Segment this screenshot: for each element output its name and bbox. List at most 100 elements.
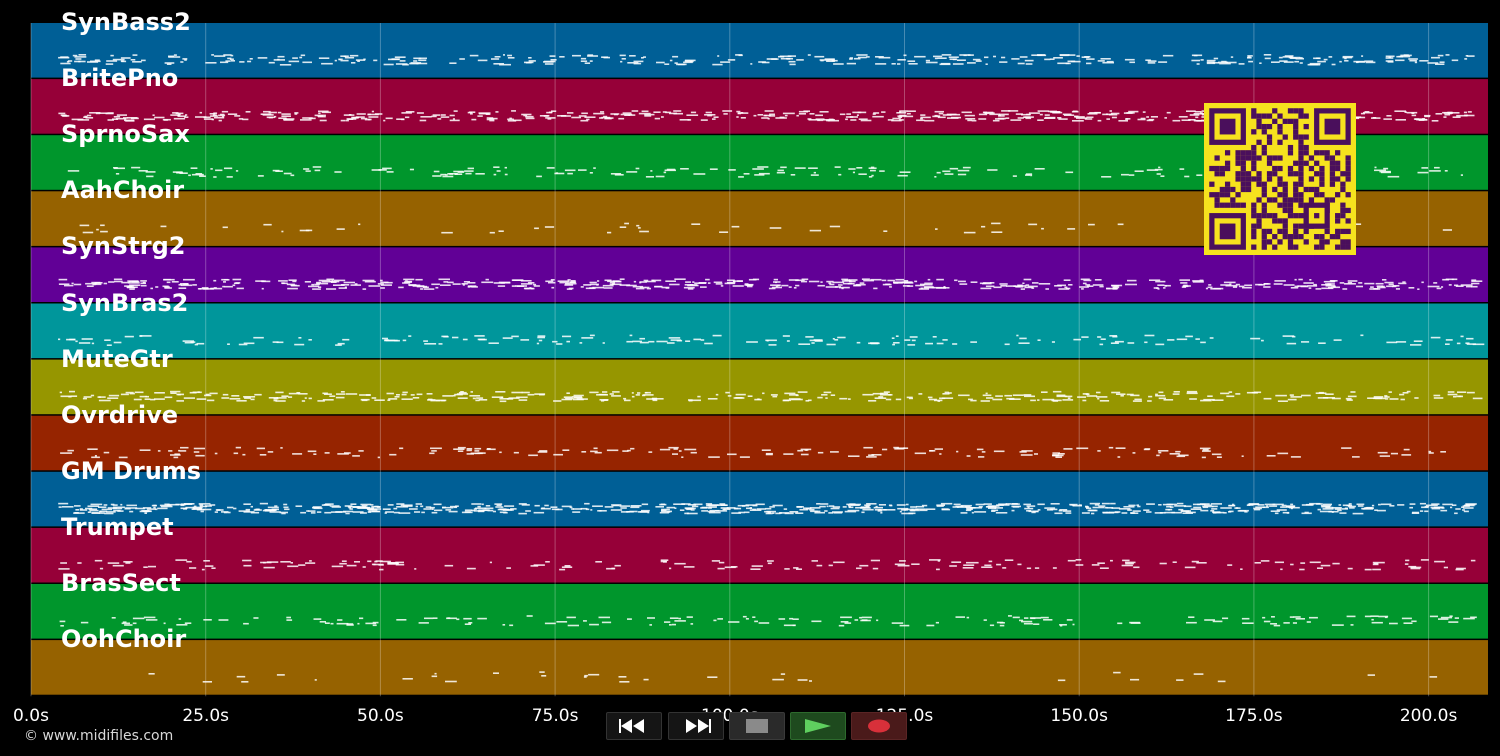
rewind-button[interactable] [606,712,662,740]
note [337,342,345,345]
record-button[interactable] [851,712,907,740]
note [1009,398,1021,400]
note [713,281,723,284]
note [1157,284,1165,286]
note [782,112,795,115]
note [618,676,627,678]
note [1012,394,1024,396]
note [1364,111,1370,113]
note [247,60,252,63]
note [1037,54,1046,56]
note [1156,454,1160,457]
note [453,110,458,112]
note [1202,505,1214,508]
note [322,399,334,401]
note [745,618,749,620]
note [704,114,716,116]
note [368,285,381,287]
note [442,506,446,509]
stop-button[interactable] [729,712,785,740]
note [86,285,94,287]
note [391,58,401,60]
note [1242,286,1252,289]
note [1345,397,1352,400]
note [78,60,81,63]
note [1309,561,1321,564]
note [1146,511,1152,513]
note [1176,338,1188,341]
note [539,393,545,396]
note [382,337,388,340]
note [897,507,909,510]
note [1316,57,1320,59]
note [1246,391,1255,394]
note [418,59,427,62]
note [145,619,158,621]
note [1075,564,1084,566]
note [401,118,405,121]
note [854,619,859,621]
note [1117,456,1121,458]
note [934,448,943,450]
note [1157,450,1169,452]
note [665,287,670,289]
note [790,174,796,176]
note [1058,288,1069,290]
play-button[interactable] [790,712,846,740]
note [1180,510,1190,512]
note [401,112,412,114]
note [838,284,843,286]
note [380,279,383,282]
note [873,112,880,114]
note [300,511,306,514]
note [1063,279,1071,281]
note [70,395,78,397]
note [100,230,108,233]
note [290,284,297,287]
note [1085,505,1089,508]
note [1433,394,1441,397]
track-name: SynBras2 [61,288,189,317]
note [264,509,277,512]
note [554,172,565,175]
note [966,561,977,564]
note [493,166,500,168]
note [571,508,574,510]
note [1044,58,1051,61]
note [1144,448,1151,450]
note [999,61,1008,63]
note [783,453,794,455]
note [203,619,212,621]
note [903,54,907,57]
note [799,508,808,511]
note [1022,282,1025,285]
note [495,111,499,113]
note [321,62,333,65]
note [1334,508,1342,510]
note [534,227,539,230]
note [179,450,187,452]
track-name: SynStrg2 [61,232,186,261]
note [644,115,652,117]
note [711,560,720,562]
note [103,282,108,285]
note [813,339,823,341]
note [499,451,502,454]
note [1076,55,1080,57]
note [83,116,88,118]
note [856,54,868,56]
note [1364,615,1372,618]
note [1281,504,1287,507]
note [768,287,776,290]
note [138,170,148,172]
note [1109,110,1112,112]
note [329,395,336,397]
fast-forward-button[interactable] [668,712,724,740]
note [559,56,565,58]
note [918,288,929,290]
note [163,119,168,121]
note [1124,58,1135,61]
note [173,117,186,120]
note [79,224,90,227]
note [966,507,976,509]
